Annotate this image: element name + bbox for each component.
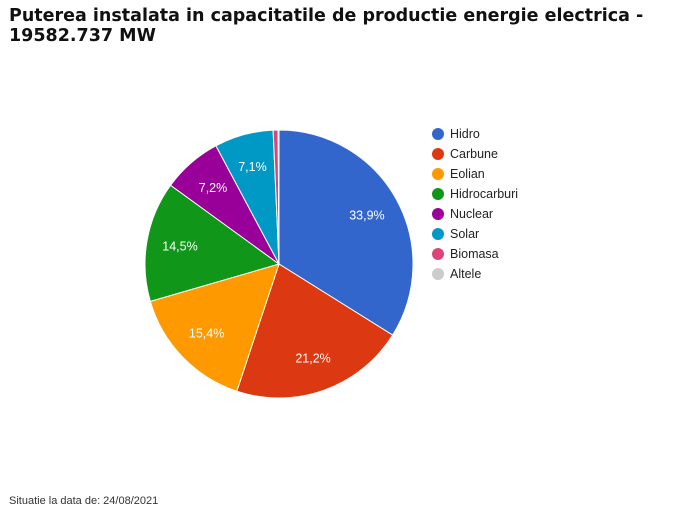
pie-slice-hidrocarburi[interactable]: [144, 184, 281, 302]
slice-label-carbune: 21,2%: [295, 352, 330, 366]
pie-slice-eolian[interactable]: [149, 263, 280, 392]
legend-item-solar[interactable]: Solar: [432, 224, 518, 244]
legend-item-eolian[interactable]: Eolian: [432, 164, 518, 184]
legend-label: Solar: [450, 227, 480, 241]
pie-slice-altele[interactable]: [277, 129, 280, 265]
legend-label: Hidro: [450, 127, 480, 141]
pie-slice-carbune[interactable]: [236, 263, 394, 399]
legend-swatch: [432, 188, 444, 200]
legend-label: Hidrocarburi: [450, 187, 519, 201]
legend-item-hidrocarburi[interactable]: Hidrocarburi: [432, 184, 518, 204]
slice-label-hidro: 33,9%: [349, 208, 384, 222]
pie-slices: [144, 129, 414, 399]
legend-item-hidro[interactable]: Hidro: [432, 124, 518, 144]
slice-label-solar: 7,1%: [238, 160, 267, 174]
legend-item-nuclear[interactable]: Nuclear: [432, 204, 518, 224]
slice-label-nuclear: 7,2%: [199, 181, 228, 195]
legend-swatch: [432, 248, 444, 260]
legend-label: Altele: [450, 267, 482, 281]
slice-label-eolian: 15,4%: [189, 327, 224, 341]
chart-title: Puterea instalata in capacitatile de pro…: [9, 6, 644, 46]
legend-swatch: [432, 168, 444, 180]
legend-label: Biomasa: [450, 247, 499, 261]
legend-label: Eolian: [450, 167, 485, 181]
legend-swatch: [432, 268, 444, 280]
legend-swatch: [432, 128, 444, 140]
slice-label-hidrocarburi: 14,5%: [162, 240, 197, 254]
legend-item-altele[interactable]: Altele: [432, 264, 518, 284]
pie-slice-hidro[interactable]: [278, 129, 414, 336]
legend-label: Nuclear: [450, 207, 494, 221]
legend-item-carbune[interactable]: Carbune: [432, 144, 518, 164]
pie-slice-labels: 33,9% 21,2% 15,4% 14,5% 7,2% 7,1%: [162, 160, 384, 366]
legend-item-biomasa[interactable]: Biomasa: [432, 244, 518, 264]
legend-swatch: [432, 228, 444, 240]
legend-swatch: [432, 208, 444, 220]
legend-swatch: [432, 148, 444, 160]
date-footnote: Situatie la data de: 24/08/2021: [9, 495, 159, 507]
chart-legend: Hidro Carbune Eolian Hidrocarburi Nuclear Sol…: [432, 124, 518, 284]
legend-label: Carbune: [450, 147, 498, 161]
